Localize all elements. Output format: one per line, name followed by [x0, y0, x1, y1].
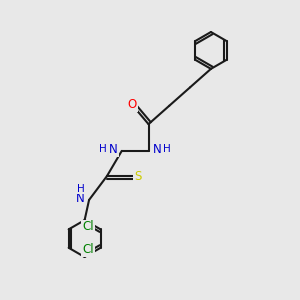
Text: N: N — [109, 143, 118, 156]
Text: H: H — [77, 184, 85, 194]
Text: H: H — [163, 144, 171, 154]
Text: H: H — [100, 144, 107, 154]
Text: N: N — [76, 192, 85, 205]
Text: O: O — [128, 98, 137, 111]
Text: S: S — [134, 170, 142, 183]
Text: N: N — [152, 143, 161, 156]
Text: Cl: Cl — [82, 220, 94, 233]
Text: Cl: Cl — [82, 243, 94, 256]
